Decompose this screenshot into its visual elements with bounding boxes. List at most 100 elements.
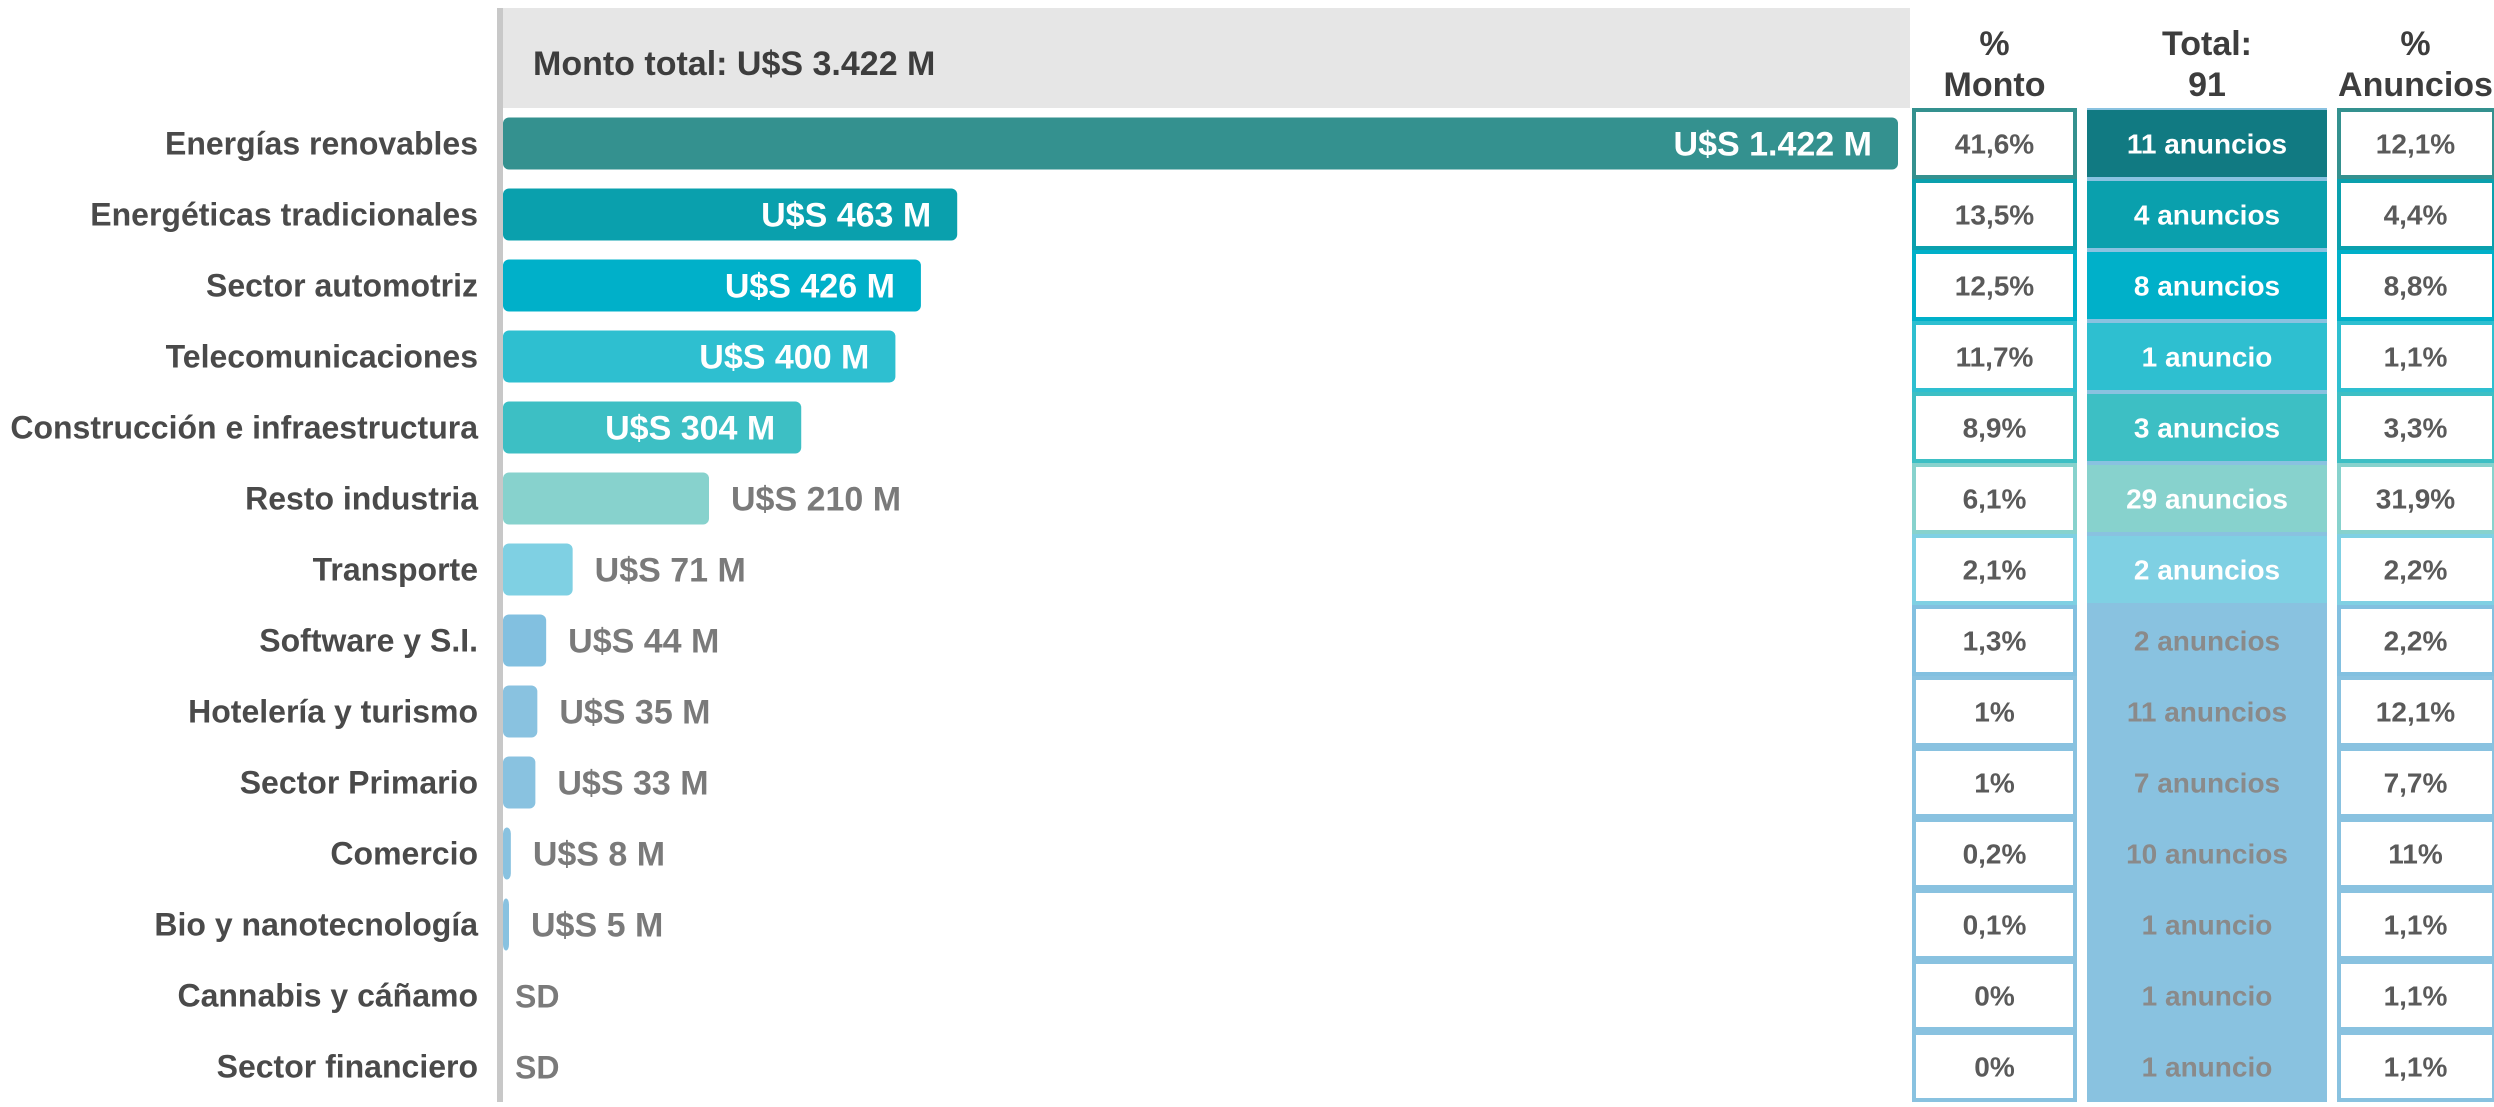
- pct-anuncios-value: 31,9%: [2376, 484, 2455, 515]
- anuncios-value: 29 anuncios: [2126, 484, 2288, 515]
- bar: [503, 401, 802, 454]
- pct-monto-cell: [1912, 108, 2077, 179]
- pct-anuncios-value: 7,7%: [2384, 768, 2448, 799]
- pct-anuncios-value: 8,8%: [2384, 271, 2448, 302]
- anuncios-value: 4 anuncios: [2134, 200, 2280, 231]
- pct-anuncios-cell: [2337, 889, 2494, 960]
- anuncios-value: 1 anuncio: [2142, 910, 2273, 941]
- pct-monto-value: 6,1%: [1963, 484, 2027, 515]
- pct-anuncios-value: 3,3%: [2384, 413, 2448, 444]
- bar-value-label: U$S 71 M: [595, 552, 746, 590]
- category-label: Energías renovables: [165, 126, 478, 162]
- pct-anuncios-cell: [2337, 392, 2494, 463]
- pct-monto-cell: [1912, 392, 2077, 463]
- bar-value-label: U$S 44 M: [568, 623, 719, 661]
- pct-monto-cell: [1912, 818, 2077, 889]
- anuncios-cell: [2087, 891, 2327, 958]
- column-header-total-line2: 91: [2188, 66, 2226, 104]
- category-label: Software y S.I.: [259, 623, 478, 659]
- anuncios-value: 1 anuncio: [2142, 342, 2273, 373]
- pct-anuncios-cell: [2337, 747, 2494, 818]
- column-header-pct-anuncios-line2: Anuncios: [2338, 66, 2493, 104]
- anuncios-value: 7 anuncios: [2134, 768, 2280, 799]
- pct-monto-cell: [1912, 676, 2077, 747]
- column-header-total-line1: Total:: [2162, 25, 2252, 63]
- anuncios-cell: [2087, 749, 2327, 816]
- category-label: Construcción e infraestructura: [10, 410, 478, 446]
- pct-anuncios-cell: [2337, 605, 2494, 676]
- bar-value-label: U$S 426 M: [725, 268, 895, 306]
- bar: [503, 543, 573, 596]
- anuncios-cell: [2087, 536, 2327, 603]
- bar-value-label: U$S 33 M: [557, 765, 708, 803]
- bar-value-label: U$S 463 M: [761, 197, 931, 235]
- bar: [503, 472, 710, 525]
- anuncios-cell: [2087, 465, 2327, 532]
- pct-monto-cell: [1912, 1031, 2077, 1102]
- pct-monto-cell: [1912, 747, 2077, 818]
- pct-monto-value: 13,5%: [1955, 200, 2034, 231]
- anuncios-cell: [2087, 678, 2327, 745]
- pct-anuncios-value: 12,1%: [2376, 129, 2455, 160]
- category-label: Sector financiero: [217, 1049, 478, 1085]
- pct-anuncios-value: 1,1%: [2384, 1052, 2448, 1083]
- bar-value-label: U$S 210 M: [731, 481, 901, 519]
- bar: [503, 614, 547, 667]
- pct-anuncios-value: 1,1%: [2384, 342, 2448, 373]
- pct-monto-cell: [1912, 179, 2077, 250]
- column-header-pct-anuncios-line1: %: [2400, 25, 2430, 63]
- bar-value-label: U$S 1.422 M: [1674, 126, 1872, 164]
- category-label: Comercio: [330, 836, 478, 872]
- pct-monto-value: 1%: [1974, 697, 2015, 728]
- anuncios-cell: [2087, 181, 2327, 248]
- bar: [503, 330, 896, 383]
- pct-monto-value: 12,5%: [1955, 271, 2034, 302]
- pct-monto-value: 0,1%: [1963, 910, 2027, 941]
- pct-monto-cell: [1912, 321, 2077, 392]
- header-band: [500, 8, 1910, 108]
- anuncios-value: 8 anuncios: [2134, 271, 2280, 302]
- pct-anuncios-value: 1,1%: [2384, 981, 2448, 1012]
- pct-monto-value: 2,1%: [1963, 555, 2027, 586]
- bar: [503, 827, 511, 880]
- anuncios-cell: [2087, 962, 2327, 1029]
- bar: [503, 685, 538, 738]
- bar-value-label: U$S 5 M: [531, 907, 663, 945]
- bar-value-label: U$S 35 M: [559, 694, 710, 732]
- anuncios-cell: [2087, 323, 2327, 390]
- axis-line: [497, 8, 503, 1102]
- bar: [503, 117, 1898, 170]
- anuncios-cell: [2087, 607, 2327, 674]
- anuncios-cell: [2087, 252, 2327, 319]
- bar: [503, 756, 536, 809]
- pct-monto-value: 0%: [1974, 981, 2015, 1012]
- bar-value-label: U$S 400 M: [699, 339, 869, 377]
- anuncios-value: 11 anuncios: [2127, 129, 2287, 160]
- column-header-pct-monto-line2: Monto: [1944, 66, 2046, 104]
- pct-monto-value: 8,9%: [1963, 413, 2027, 444]
- category-label: Sector automotriz: [206, 268, 478, 304]
- pct-monto-cell: [1912, 605, 2077, 676]
- pct-anuncios-value: 12,1%: [2376, 697, 2455, 728]
- pct-monto-value: 1,3%: [1963, 626, 2027, 657]
- pct-monto-value: 0%: [1974, 1052, 2015, 1083]
- bar-value-label: U$S 8 M: [533, 836, 665, 874]
- pct-monto-value: 41,6%: [1955, 129, 2034, 160]
- category-label: Resto industria: [245, 481, 478, 517]
- category-label: Hotelería y turismo: [188, 694, 478, 730]
- anuncios-value: 2 anuncios: [2134, 555, 2280, 586]
- category-label: Sector Primario: [240, 765, 478, 801]
- pct-anuncios-value: 4,4%: [2384, 200, 2448, 231]
- pct-monto-cell: [1912, 960, 2077, 1031]
- pct-anuncios-cell: [2337, 1031, 2494, 1102]
- pct-monto-cell: [1912, 889, 2077, 960]
- pct-anuncios-value: 1,1%: [2384, 910, 2448, 941]
- pct-anuncios-cell: [2337, 179, 2494, 250]
- column-header-pct-monto-line1: %: [1979, 25, 2009, 63]
- anuncios-cell: [2087, 1033, 2327, 1100]
- pct-anuncios-value: 2,2%: [2384, 555, 2448, 586]
- bar: [503, 259, 921, 312]
- category-label: Energéticas tradicionales: [90, 197, 478, 233]
- pct-monto-value: 1%: [1974, 768, 2015, 799]
